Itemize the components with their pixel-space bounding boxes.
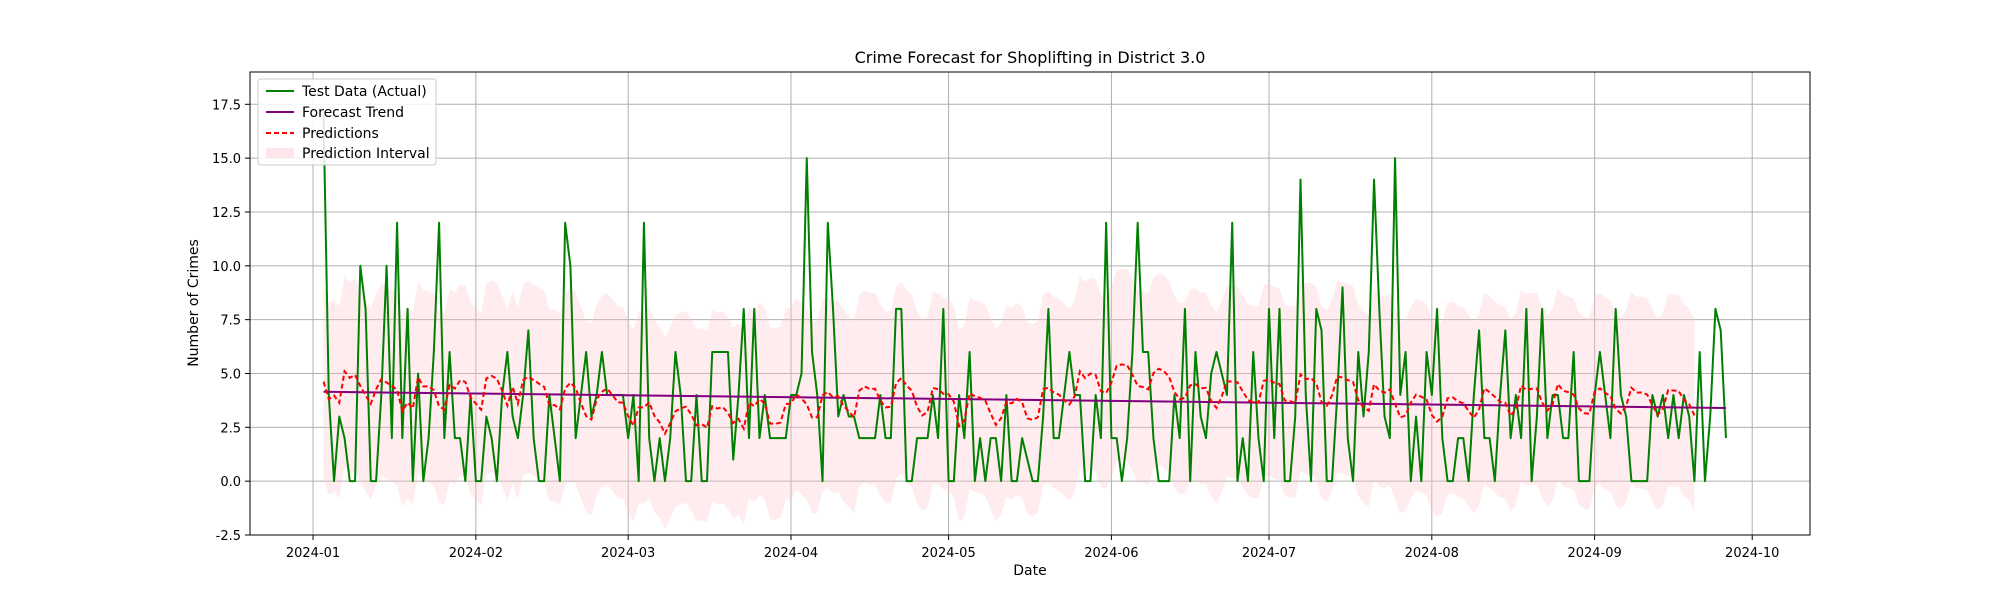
legend-label-trend: Forecast Trend [302, 105, 404, 121]
y-tick-label: 0.0 [220, 475, 241, 490]
legend-label-predictions: Predictions [302, 126, 379, 142]
legend-label-interval: Prediction Interval [302, 146, 430, 162]
x-axis-label: Date [1013, 563, 1046, 579]
y-tick-label: 15.0 [212, 152, 241, 167]
legend-box [257, 78, 437, 166]
legend-swatch-interval [266, 148, 294, 158]
y-tick-label: 2.5 [220, 421, 241, 436]
y-tick-label: -2.5 [216, 529, 241, 544]
series-lines [322, 115, 1727, 483]
predictions-line [322, 363, 1696, 436]
y-axis-label: Number of Crimes [186, 239, 202, 367]
y-tick-label: 5.0 [220, 367, 241, 382]
x-tick-label: 2024-03 [601, 546, 655, 561]
x-tick-label: 2024-07 [1242, 546, 1296, 561]
chart-title: Crime Forecast for Shoplifting in Distri… [855, 48, 1206, 67]
y-axis-ticks: -2.5 0.0 2.5 5.0 7.5 10.0 12.5 15.0 17.5 [212, 98, 250, 544]
x-tick-label: 2024-06 [1084, 546, 1138, 561]
x-tick-label: 2024-04 [764, 546, 818, 561]
x-tick-label: 2024-08 [1405, 546, 1459, 561]
x-tick-label: 2024-01 [286, 546, 340, 561]
y-tick-label: 10.0 [212, 260, 241, 275]
legend-label-actual: Test Data (Actual) [301, 84, 427, 100]
x-tick-label: 2024-02 [449, 546, 503, 561]
plot-area-frame [249, 71, 1811, 536]
x-tick-label: 2024-10 [1725, 546, 1779, 561]
forecast-trend-line [323, 390, 1726, 409]
x-axis-ticks: 2024-01 2024-02 2024-03 2024-04 2024-05 2024-… [286, 535, 1779, 561]
y-tick-label: 12.5 [212, 206, 241, 221]
y-tick-label: 17.5 [212, 98, 241, 113]
legend: Test Data (Actual) Forecast Trend Predic… [257, 78, 437, 166]
x-tick-label: 2024-09 [1567, 546, 1621, 561]
y-tick-label: 7.5 [220, 314, 241, 329]
x-tick-label: 2024-05 [921, 546, 975, 561]
actual-data-line [322, 115, 1727, 483]
